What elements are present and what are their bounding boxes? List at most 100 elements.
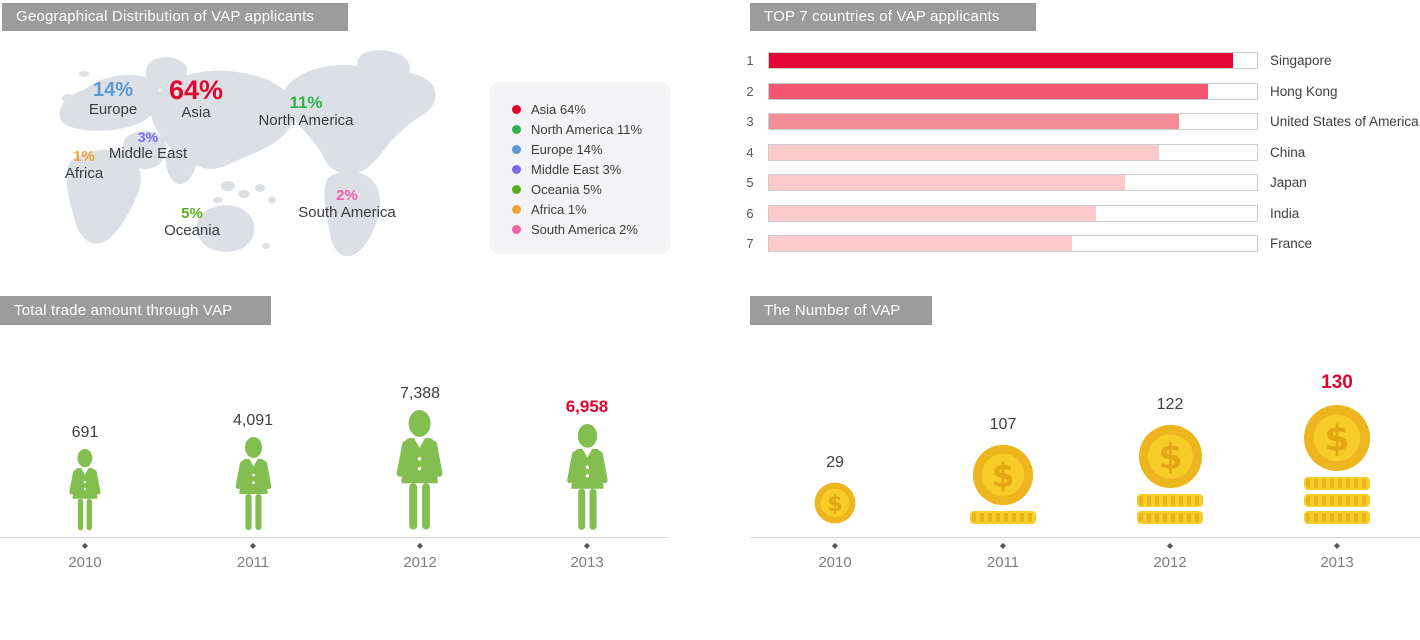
bar-fill: [769, 144, 1160, 160]
legend-dot-middle-east-icon: [512, 164, 521, 174]
bar-row-singapore: 1 Singapore: [742, 52, 1419, 69]
count-item-2013: 130 $: [1262, 372, 1412, 524]
bar-fill: [769, 53, 1233, 68]
country-label: France: [1270, 236, 1313, 251]
bar-row-hong-kong: 2 Hong Kong: [742, 82, 1419, 100]
rank-label: 4: [746, 144, 754, 160]
rank-label: 1: [746, 53, 754, 68]
bar-fill: [769, 175, 1126, 190]
country-label: United States of America: [1270, 114, 1419, 129]
count-value-2013: 130: [1321, 372, 1353, 393]
south-america-name: South America: [298, 203, 396, 221]
country-label: Singapore: [1270, 53, 1332, 68]
diamond-marker-icon: ◆: [81, 541, 89, 550]
world-map-graphic: [59, 50, 436, 256]
legend-item: Oceania 5%: [512, 179, 670, 199]
svg-text:$: $: [827, 491, 842, 517]
map-iceland: [79, 71, 89, 77]
africa-pct: 1%: [73, 148, 95, 165]
map-india: [165, 145, 197, 185]
trade-tick-2011: ◆ 2011: [213, 541, 293, 571]
count-value-2011: 107: [989, 416, 1017, 433]
bar-row-france: 7 France: [742, 235, 1419, 252]
map-island-4: [268, 197, 276, 203]
rank-label: 3: [746, 114, 754, 129]
map-island-3: [255, 184, 265, 192]
diamond-marker-icon: ◆: [583, 541, 591, 550]
year-label: 2012: [1153, 554, 1187, 571]
bar-row-japan: 5 Japan: [742, 174, 1419, 191]
legend-dot-europe-icon: [512, 144, 521, 154]
trade-tick-2012: ◆ 2012: [380, 541, 460, 571]
map-island-2: [238, 190, 250, 198]
year-label: 2010: [818, 554, 852, 571]
year-label: 2013: [570, 554, 604, 571]
asia-pct: 64%: [168, 75, 224, 105]
bar-fill: [769, 236, 1072, 251]
diamond-marker-icon: ◆: [416, 541, 424, 550]
bar-fill: [769, 205, 1096, 221]
trade-item-2012: 7,388: [345, 385, 495, 532]
rank-label: 5: [746, 175, 754, 190]
coin-stack-icon: [1137, 511, 1203, 524]
trade-value-2013: 6,958: [565, 397, 609, 416]
count-item-2012: 122 $: [1095, 396, 1245, 524]
bar-track: [768, 52, 1258, 69]
coin-stack-icon: [1304, 511, 1370, 524]
legend-item: Middle East 3%: [512, 159, 670, 179]
country-label: Japan: [1270, 175, 1307, 190]
count-panel-title: The Number of VAP: [750, 296, 932, 325]
legend-label: Europe 14%: [531, 141, 603, 157]
legend-label: Africa 1%: [531, 201, 587, 217]
map-island-1: [221, 181, 235, 191]
coin-stacks: [1304, 477, 1370, 524]
trade-value-2012: 7,388: [399, 385, 441, 402]
coin-stacks: [1137, 494, 1203, 524]
africa-name: Africa: [64, 164, 104, 182]
map-new-zealand: [262, 243, 270, 249]
map-label-middle-east: 3% Middle East: [109, 130, 187, 161]
count-tick-2012: ◆ 2012: [1130, 541, 1210, 571]
europe-pct: 14%: [92, 79, 134, 101]
legend-dot-oceania-icon: [512, 184, 521, 194]
map-uk: [62, 94, 74, 102]
person-icon: [235, 437, 271, 531]
map-label-south-america: 2% South America: [298, 188, 396, 221]
map-north-america: [282, 65, 436, 175]
diamond-marker-icon: ◆: [831, 541, 839, 550]
trade-value-2011: 4,091: [232, 412, 274, 429]
country-label: Hong Kong: [1270, 83, 1338, 99]
person-icon: [397, 410, 443, 530]
year-label: 2013: [1320, 554, 1354, 571]
bar-track: [768, 143, 1258, 161]
trade-tick-2013: ◆ 2013: [547, 541, 627, 571]
legend-dot-north-america-icon: [512, 124, 521, 134]
diamond-marker-icon: ◆: [999, 541, 1007, 550]
svg-text:$: $: [992, 457, 1015, 495]
top7-bar-chart: 1 Singapore 2 Hong Kong 3 United States …: [742, 52, 1419, 266]
legend-item: North America 11%: [512, 119, 670, 139]
diamond-marker-icon: ◆: [1333, 541, 1341, 550]
year-label: 2011: [986, 554, 1020, 571]
count-value-2012: 122: [1156, 396, 1184, 413]
legend-item: Africa 1%: [512, 199, 670, 219]
asia-name: Asia: [181, 104, 211, 122]
map-asia: [150, 70, 295, 169]
coin-stack-icon: [1137, 494, 1203, 507]
legend-label: South America 2%: [531, 221, 638, 237]
legend-item: Asia 64%: [512, 99, 670, 119]
legend-dot-south-america-icon: [512, 224, 521, 234]
geo-legend: Asia 64% North America 11% Europe 14% Mi…: [490, 82, 670, 254]
coin-stack-icon: [1304, 494, 1370, 507]
coin-icon: $: [814, 482, 856, 524]
coin-icon: $: [1303, 404, 1371, 472]
trade-axis-line: [0, 537, 668, 538]
coin-stacks: [970, 511, 1036, 524]
trade-item-2013: 6,958: [512, 397, 662, 532]
count-axis-line: [750, 537, 1420, 538]
count-value-2010: 29: [826, 454, 844, 471]
map-africa: [66, 149, 141, 244]
diamond-marker-icon: ◆: [1166, 541, 1174, 550]
map-greenland: [357, 50, 410, 86]
